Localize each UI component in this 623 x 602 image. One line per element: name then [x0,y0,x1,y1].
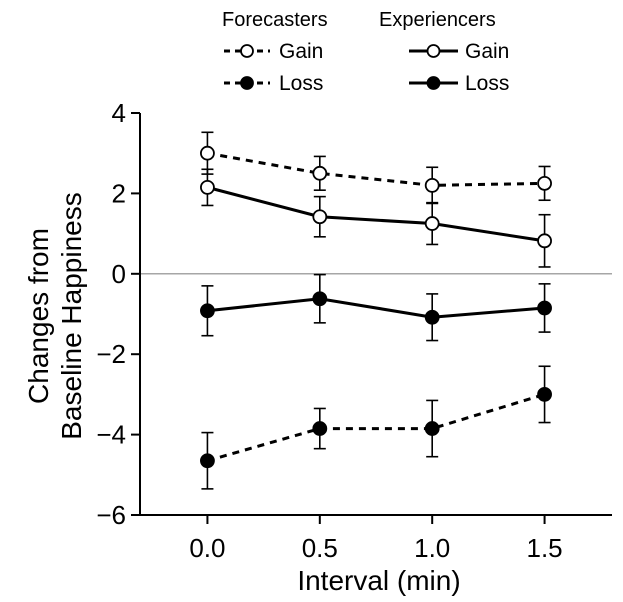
y-axis-title-line-2: Baseline Happiness [56,192,87,440]
point-experiencers-loss [200,303,215,319]
series-line-forecasters-loss [207,392,546,463]
legend-label-forecasters-loss: Loss [279,72,323,95]
point-experiencers-loss [424,309,440,325]
point-forecasters-loss [312,421,328,436]
series-line-experiencers-loss [207,297,545,319]
y-tick-label: 2 [112,178,126,208]
point-experiencers-gain [424,216,440,231]
point-forecasters-loss [200,453,215,469]
point-experiencers-loss [537,300,552,316]
x-tick-label: 1.5 [526,533,562,563]
y-axis-title: Changes from Baseline Happiness [23,192,87,440]
legend-marker-experiencers-loss [426,76,441,90]
legend-marker-experiencers-gain [426,44,441,58]
y-tick-label: −2 [96,339,126,369]
point-forecasters-gain [424,177,440,193]
y-tick-label: 0 [112,259,126,289]
y-tick-label: −4 [96,420,126,450]
legend-heading-forecasters: Forecasters [222,9,328,31]
point-forecasters-loss [537,386,552,402]
point-experiencers-gain [200,179,215,195]
y-axis-title-line-1: Changes from [23,228,54,404]
x-tick-label: 0.0 [189,533,225,563]
legend-marker-forecasters-gain [240,44,254,58]
legend-label-experiencers-gain: Gain [465,40,509,63]
legend-label-forecasters-gain: Gain [279,40,323,63]
point-forecasters-gain [312,165,328,181]
point-experiencers-loss [312,291,328,307]
x-axis-title: Interval (min) [297,565,460,596]
plot-area: 4 2 0 −2 −4 −6 0.0 0.5 1.0 1.5 [96,98,612,563]
legend-label-experiencers-loss: Loss [465,72,509,95]
series-line-forecasters-gain [207,151,545,187]
series-line-experiencers-gain [207,185,545,243]
legend-marker-forecasters-loss [240,76,254,90]
point-experiencers-gain [312,209,328,225]
legend: Forecasters Experiencers Gain Loss Gain … [222,9,509,95]
point-forecasters-gain [537,175,552,191]
y-tick-label: −6 [96,500,126,530]
point-forecasters-gain [200,145,215,161]
legend-heading-experiencers: Experiencers [379,9,496,31]
x-tick-label: 1.0 [414,533,450,563]
x-tick-label: 0.5 [302,533,338,563]
y-tick-label: 4 [112,98,126,128]
point-forecasters-loss [424,421,440,436]
point-experiencers-gain [537,233,552,249]
